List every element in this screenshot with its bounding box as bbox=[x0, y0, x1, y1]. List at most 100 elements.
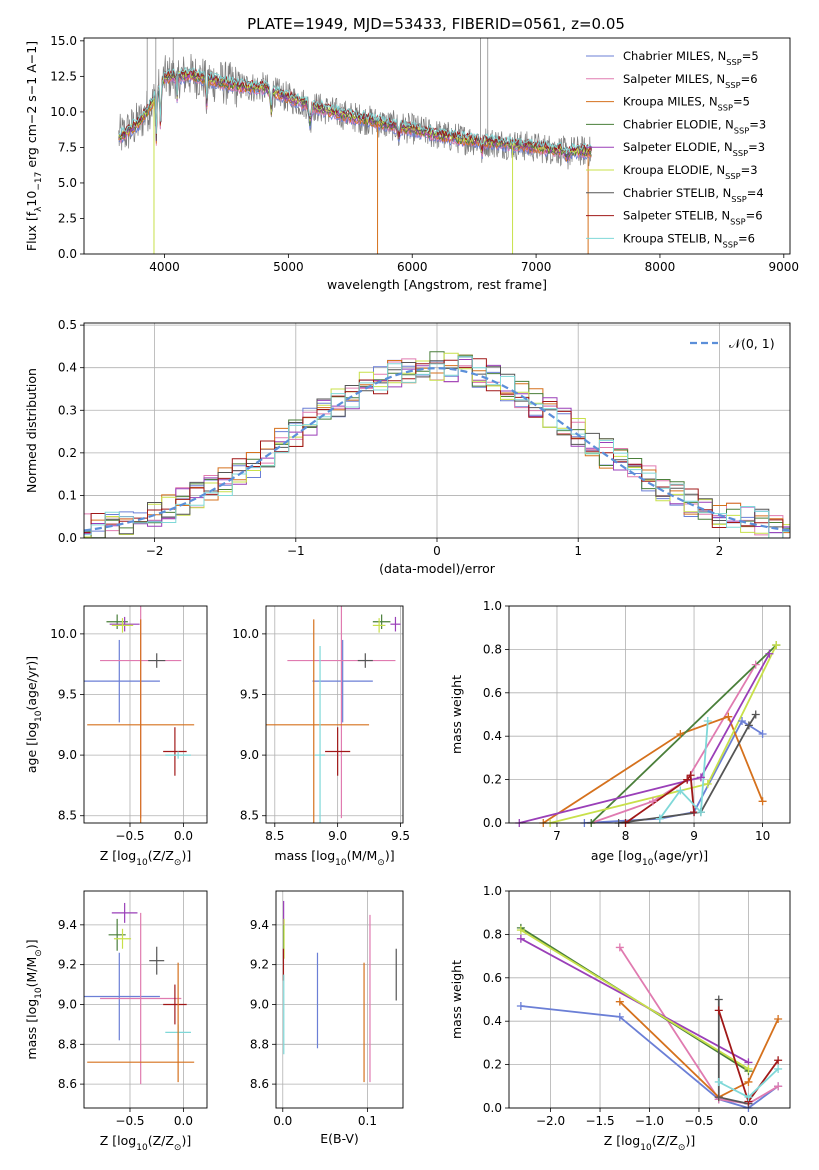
series-line bbox=[542, 715, 764, 823]
age_vs_mass-ytick-label: 9.0 bbox=[240, 748, 259, 762]
residuals-xtick-label: 0 bbox=[433, 544, 441, 558]
series-marker bbox=[696, 808, 705, 817]
series-marker bbox=[703, 717, 712, 726]
weight_vs_age-frame bbox=[508, 605, 791, 824]
residuals-xlabel: (data-model)/error bbox=[379, 561, 496, 576]
legend-label-part: SSP bbox=[723, 239, 738, 249]
spectrum-xlabel: wavelength [Angstrom, rest frame] bbox=[327, 277, 547, 292]
mass_vs_Z-ylabel: mass [log10(M/M⊙)] bbox=[24, 939, 44, 1059]
series-line bbox=[659, 720, 709, 820]
legend-label-part: SSP bbox=[726, 57, 741, 67]
mass_vs_Z-xlabel-part: Z [log bbox=[100, 1133, 136, 1148]
series-marker bbox=[714, 1093, 723, 1102]
mass_vs_Z-frame bbox=[83, 890, 208, 1109]
age_vs_Z-ytick-label: 10.0 bbox=[50, 627, 77, 641]
spectrum-chart: 4000 5000 6000 7000 8000 9000 0.0 2.5 5.0 7.5 10.0… bbox=[24, 34, 799, 292]
age_vs_mass-xlabel-part: )] bbox=[385, 848, 395, 863]
series-marker bbox=[738, 717, 747, 726]
series-marker bbox=[703, 779, 712, 788]
mass_vs_ebv-chart: 0.0 0.1 8.6 8.8 9.0 9.2 9.4 E(B-V) bbox=[250, 890, 404, 1146]
residuals-chart: −2 −1 0 1 2 0.0 0.1 0.2 0.3 0.4 0.5 (data-model)/er… bbox=[24, 318, 791, 576]
weight_vs_Z-xlabel-part: (Z/Z bbox=[652, 1133, 678, 1148]
mass_vs_Z-xlabel-part: (Z/Z bbox=[148, 1133, 174, 1148]
age_vs_Z-ylabel: age [log10(age/yr)] bbox=[24, 656, 44, 773]
spectrum-ylabel-part: −2 bbox=[24, 106, 39, 124]
spectrum-ylabel-part: erg cm bbox=[24, 124, 39, 172]
series-marker bbox=[744, 1093, 753, 1102]
series-marker bbox=[714, 1077, 723, 1086]
legend-label: Salpeter ELODIE, NSSP=3 bbox=[623, 140, 765, 158]
series-marker bbox=[615, 997, 624, 1006]
spectrum-ytick-label: 2.5 bbox=[58, 211, 77, 225]
legend-label: Kroupa ELODIE, NSSP=3 bbox=[623, 163, 758, 181]
weight_vs_age-xtick-label: 9 bbox=[690, 829, 698, 843]
spectrum-frame bbox=[83, 37, 791, 255]
spectrum-ylabel-part: ] bbox=[24, 41, 39, 46]
legend-label: Salpeter STELIB, NSSP=6 bbox=[623, 209, 763, 227]
weight_vs_Z-ytick-label: 0.0 bbox=[483, 1101, 502, 1115]
legend-label-part: SSP bbox=[725, 80, 740, 90]
spectrum-xtick-label: 7000 bbox=[521, 260, 552, 274]
weight_vs_Z-ytick-label: 0.6 bbox=[483, 971, 502, 985]
spectrum-ylabel-part: −1 bbox=[24, 46, 39, 64]
mass_vs_Z-ylabel-part: 10 bbox=[34, 987, 44, 999]
series-marker bbox=[744, 721, 753, 730]
legend-label-part: SSP bbox=[725, 171, 740, 181]
series-marker bbox=[758, 797, 767, 806]
mass_vs_ebv-ytick-label: 9.4 bbox=[250, 918, 269, 932]
weight_vs_Z-xtick-label: 0.0 bbox=[739, 1114, 758, 1128]
plots-layer: 4000 5000 6000 7000 8000 90000.02.55.07.510.0… bbox=[24, 34, 799, 1153]
age_vs_Z-plot-area bbox=[84, 606, 195, 823]
series-marker bbox=[690, 808, 699, 817]
mass_vs_ebv-xtick-label: 0.0 bbox=[273, 1114, 292, 1128]
residuals-ytick-label: 0.3 bbox=[58, 403, 77, 417]
age_vs_Z-frame bbox=[83, 605, 208, 824]
residuals-ylabel: Normed distribution bbox=[24, 368, 39, 493]
legend-label: Chabrier ELODIE, NSSP=3 bbox=[623, 117, 766, 135]
spectrum-model-line bbox=[118, 66, 592, 154]
mass_vs_Z-plot-area bbox=[84, 902, 195, 1085]
weight_vs_Z-xlabel-part: )] bbox=[685, 1133, 695, 1148]
weight_vs_age-ytick-label: 0.2 bbox=[483, 773, 502, 787]
histogram-step bbox=[84, 358, 790, 538]
weight_vs_Z-xlabel-part: ⊙ bbox=[678, 1143, 686, 1153]
age_vs_Z-ylabel-part: age [log bbox=[24, 722, 39, 773]
weight_vs_Z-xlabel-part: Z [log bbox=[604, 1133, 640, 1148]
spectrum-xtick-label: 5000 bbox=[273, 260, 304, 274]
mass_vs_ebv-ytick-label: 9.0 bbox=[250, 997, 269, 1011]
legend-label-part: Chabrier MILES, N bbox=[623, 49, 726, 63]
weight_vs_Z-ytick-label: 0.4 bbox=[483, 1014, 502, 1028]
mass_vs_Z-ylabel-part: ⊙ bbox=[34, 949, 44, 957]
age_vs_mass-xlabel-part: 10 bbox=[335, 858, 347, 868]
legend-label-part: =3 bbox=[749, 117, 766, 131]
age_vs_mass-plot-area bbox=[266, 606, 401, 823]
legend-label-part: Kroupa ELODIE, N bbox=[623, 163, 725, 177]
residuals-xtick-label: −2 bbox=[146, 544, 164, 558]
age_vs_mass-xlabel-part: (M/M bbox=[347, 848, 378, 863]
weight_vs_age-xlabel-part: (age/yr)] bbox=[653, 848, 708, 863]
series-marker bbox=[765, 649, 774, 658]
age_vs_Z-xlabel-part: (Z/Z bbox=[148, 848, 174, 863]
spectrum-ylabel-part: Flux [f bbox=[24, 211, 39, 251]
age_vs_Z-ytick-label: 9.5 bbox=[58, 687, 77, 701]
age_vs_mass-xlabel-part: mass [log bbox=[274, 848, 335, 863]
residuals-xtick-label: 1 bbox=[574, 544, 582, 558]
spectrum-ylabel-part: λ bbox=[34, 206, 44, 212]
legend-label-part: Salpeter STELIB, N bbox=[623, 209, 730, 223]
weight_vs_age-xlabel-part: age [log bbox=[591, 848, 642, 863]
weight_vs_Z-xlabel: Z [log10(Z/Z⊙)] bbox=[604, 1133, 695, 1153]
age_vs_mass-ytick-label: 8.5 bbox=[240, 809, 259, 823]
mass_vs_Z-ytick-label: 9.0 bbox=[58, 997, 77, 1011]
series-marker bbox=[724, 712, 733, 721]
weight_vs_Z-ytick-label: 0.8 bbox=[483, 927, 502, 941]
spectrum-ylabel-part: A bbox=[24, 64, 39, 77]
series-marker bbox=[615, 943, 624, 952]
mass_vs_Z-ylabel-part: )] bbox=[24, 939, 39, 949]
mass_vs_Z-ylabel-part: (M/M bbox=[24, 957, 39, 988]
age_vs_Z-chart: −0.5 0.08.59.09.510.0Z [log10(Z/Z⊙)]age [… bbox=[24, 605, 208, 868]
weight_vs_Z-frame bbox=[508, 890, 791, 1109]
legend-label-part: Kroupa MILES, N bbox=[623, 95, 718, 109]
